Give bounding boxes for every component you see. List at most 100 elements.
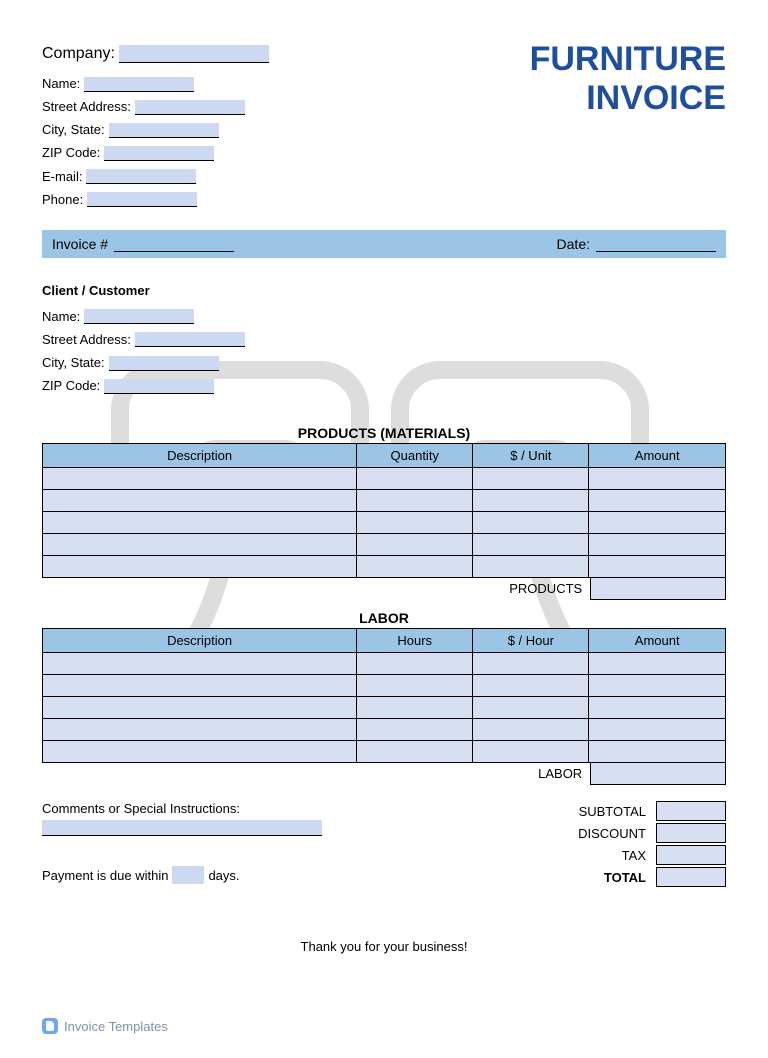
table-cell[interactable] [357, 490, 473, 512]
client-name-input[interactable] [84, 309, 194, 324]
street-input[interactable] [135, 100, 245, 115]
invoice-date-input[interactable] [596, 236, 716, 252]
table-cell[interactable] [473, 675, 589, 697]
email-input[interactable] [86, 169, 196, 184]
table-cell[interactable] [357, 719, 473, 741]
payment-days-input[interactable] [172, 866, 204, 884]
table-cell[interactable] [43, 675, 357, 697]
table-cell[interactable] [589, 653, 726, 675]
table-cell[interactable] [43, 512, 357, 534]
phone-label: Phone: [42, 189, 83, 211]
table-cell[interactable] [43, 490, 357, 512]
table-cell[interactable] [589, 468, 726, 490]
table-cell[interactable] [589, 512, 726, 534]
table-cell[interactable] [473, 653, 589, 675]
payment-prefix: Payment is due within [42, 868, 168, 883]
client-city-label: City, State: [42, 352, 105, 374]
client-block: Client / Customer Name: Street Address: … [42, 280, 726, 397]
zip-label: ZIP Code: [42, 142, 100, 164]
table-row [43, 556, 726, 578]
total-box[interactable] [656, 845, 726, 865]
name-label: Name: [42, 73, 80, 95]
table-cell[interactable] [589, 556, 726, 578]
company-label: Company: [42, 40, 115, 67]
table-cell[interactable] [589, 534, 726, 556]
table-cell[interactable] [357, 468, 473, 490]
city-input[interactable] [109, 123, 219, 138]
client-street-label: Street Address: [42, 329, 131, 351]
city-label: City, State: [42, 119, 105, 141]
table-cell[interactable] [357, 653, 473, 675]
client-city-input[interactable] [109, 356, 219, 371]
table-cell[interactable] [473, 490, 589, 512]
table-cell[interactable] [357, 534, 473, 556]
table-cell[interactable] [473, 719, 589, 741]
table-cell[interactable] [473, 534, 589, 556]
table-cell[interactable] [43, 741, 357, 763]
products-table: Description Quantity $ / Unit Amount [42, 443, 726, 578]
client-name-label: Name: [42, 306, 80, 328]
table-row [43, 490, 726, 512]
products-title: PRODUCTS (MATERIALS) [42, 425, 726, 441]
table-cell[interactable] [43, 697, 357, 719]
table-cell[interactable] [589, 741, 726, 763]
company-input[interactable] [119, 45, 269, 63]
table-cell[interactable] [473, 741, 589, 763]
payment-suffix: days. [208, 868, 239, 883]
comments-input[interactable] [42, 820, 322, 836]
table-row [43, 512, 726, 534]
zip-input[interactable] [104, 146, 214, 161]
products-col-description: Description [43, 444, 357, 468]
labor-col-rate: $ / Hour [473, 629, 589, 653]
table-cell[interactable] [43, 534, 357, 556]
table-cell[interactable] [473, 697, 589, 719]
table-cell[interactable] [589, 697, 726, 719]
table-cell[interactable] [357, 675, 473, 697]
products-col-unit: $ / Unit [473, 444, 589, 468]
total-label: DISCOUNT [526, 826, 656, 841]
labor-table: Description Hours $ / Hour Amount [42, 628, 726, 763]
products-subtotal-label: PRODUCTS [501, 578, 590, 600]
phone-input[interactable] [87, 192, 197, 207]
client-zip-label: ZIP Code: [42, 375, 100, 397]
invoice-number-input[interactable] [114, 236, 234, 252]
table-cell[interactable] [357, 512, 473, 534]
labor-subtotal-label: LABOR [530, 763, 590, 785]
table-cell[interactable] [473, 512, 589, 534]
products-subtotal-box[interactable] [590, 578, 726, 600]
table-cell[interactable] [357, 741, 473, 763]
name-input[interactable] [84, 77, 194, 92]
client-zip-input[interactable] [104, 379, 214, 394]
table-cell[interactable] [357, 697, 473, 719]
invoice-title: FURNITURE INVOICE [530, 40, 726, 118]
table-cell[interactable] [43, 556, 357, 578]
email-label: E-mail: [42, 166, 82, 188]
table-cell[interactable] [43, 719, 357, 741]
total-box[interactable] [656, 867, 726, 887]
total-box[interactable] [656, 823, 726, 843]
table-cell[interactable] [589, 719, 726, 741]
labor-title: LABOR [42, 610, 726, 626]
company-block: Company: Name: Street Address: City, Sta… [42, 40, 269, 212]
table-cell[interactable] [473, 556, 589, 578]
invoice-bar: Invoice # Date: [42, 230, 726, 258]
table-cell[interactable] [589, 675, 726, 697]
table-row [43, 697, 726, 719]
total-label: TOTAL [526, 870, 656, 885]
total-box[interactable] [656, 801, 726, 821]
total-row: SUBTOTAL [526, 801, 726, 821]
table-row [43, 675, 726, 697]
table-cell[interactable] [43, 468, 357, 490]
table-cell[interactable] [357, 556, 473, 578]
footer: Invoice Templates [42, 1018, 168, 1034]
invoice-number-label: Invoice # [52, 236, 108, 252]
table-cell[interactable] [43, 653, 357, 675]
client-street-input[interactable] [135, 332, 245, 347]
table-cell[interactable] [473, 468, 589, 490]
labor-col-amount: Amount [589, 629, 726, 653]
table-row [43, 534, 726, 556]
labor-subtotal-box[interactable] [590, 763, 726, 785]
total-label: TAX [526, 848, 656, 863]
table-cell[interactable] [589, 490, 726, 512]
total-row: DISCOUNT [526, 823, 726, 843]
